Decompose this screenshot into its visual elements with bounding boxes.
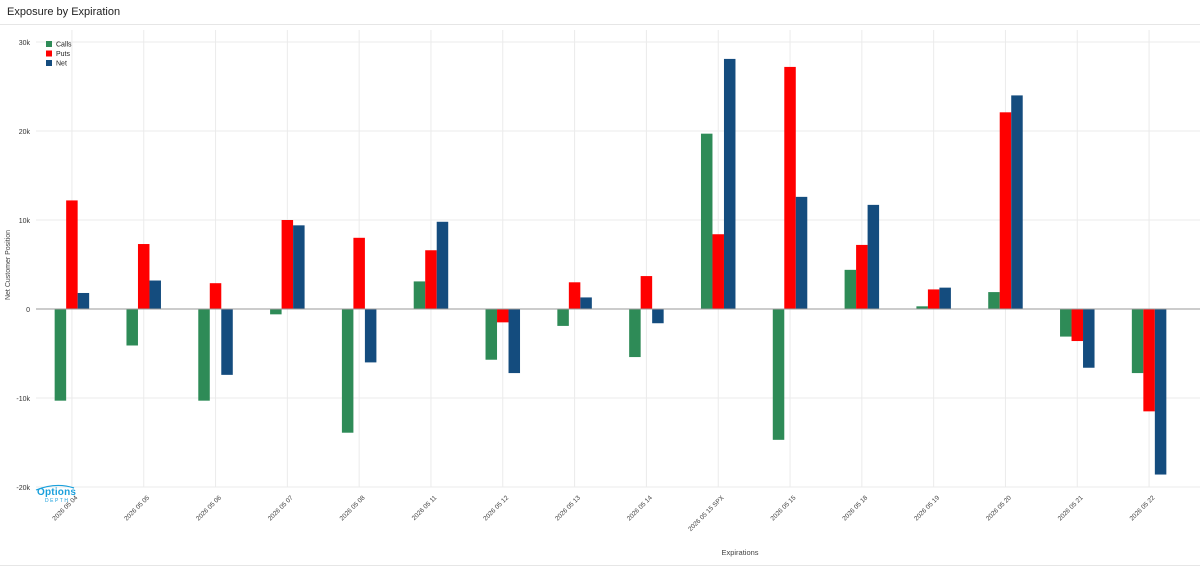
bar-calls	[557, 309, 569, 326]
bar-net	[1083, 309, 1095, 368]
legend-label: Puts	[56, 51, 71, 58]
bar-puts	[640, 276, 653, 309]
x-tick-label: 2026 05 12	[482, 494, 510, 522]
bottom-divider	[0, 565, 1200, 566]
bar-puts	[425, 250, 437, 309]
x-tick-label: 2026 05 20	[985, 494, 1013, 522]
bar-net	[795, 196, 808, 309]
legend-label: Calls	[56, 42, 72, 49]
x-tick-label: 2026 05 22	[1129, 494, 1157, 522]
bar-net	[364, 309, 377, 363]
x-tick-label: 2026 05 05	[123, 494, 151, 522]
logo-text: Options	[37, 487, 77, 498]
bar-calls	[1131, 309, 1144, 374]
bar-net	[652, 309, 664, 324]
bar-calls	[270, 309, 282, 315]
y-tick-label: 20k	[19, 129, 31, 136]
bar-puts	[856, 244, 868, 309]
y-axis-title: Net Customer Position	[5, 230, 12, 300]
legend-swatch	[46, 60, 52, 66]
logo-arc-icon	[35, 484, 75, 491]
chart-title: Exposure by Expiration	[7, 6, 121, 18]
bar-net	[508, 309, 521, 374]
y-tick-label: 10k	[19, 218, 31, 225]
x-tick-label: 2026 05 07	[267, 494, 295, 522]
bar-puts	[568, 282, 581, 309]
bar-calls	[629, 309, 641, 358]
bar-puts	[66, 200, 78, 309]
bar-puts	[1143, 309, 1155, 412]
bar-puts	[209, 283, 222, 309]
bar-calls	[54, 309, 67, 401]
x-tick-label: 2026 05 11	[411, 494, 439, 522]
bar-puts	[927, 289, 940, 309]
x-axis-title: Expirations	[721, 548, 758, 557]
bar-net	[77, 292, 90, 309]
x-tick-label: 2026 05 15	[769, 494, 797, 522]
bar-net	[580, 297, 592, 309]
legend-swatch	[46, 50, 52, 57]
bar-puts	[353, 237, 365, 309]
x-tick-label: 2026 05 13	[554, 494, 582, 522]
bar-net	[221, 309, 233, 375]
bar-puts	[784, 66, 796, 309]
bar-calls	[772, 309, 785, 440]
y-tick-label: -10k	[16, 396, 30, 403]
bar-calls	[198, 309, 210, 401]
x-tick-label: 2026 05 15 SPX	[687, 494, 726, 533]
bar-puts	[281, 220, 294, 309]
logo-subtext: DEPTH	[45, 498, 70, 504]
bar-calls	[844, 269, 857, 309]
legend-label: Net	[56, 61, 67, 68]
x-tick-label: 2026 05 14	[626, 494, 654, 522]
bar-net	[939, 287, 951, 309]
y-tick-label: 0	[26, 307, 30, 314]
bar-puts	[999, 112, 1012, 309]
bar-calls	[988, 292, 1000, 309]
bar-calls	[485, 309, 498, 360]
chart-header: Exposure by Expiration	[0, 0, 1200, 25]
x-tick-label: 2026 05 06	[195, 494, 223, 522]
bar-net	[1154, 309, 1167, 475]
bar-puts	[712, 234, 724, 309]
x-tick-label: 2026 05 08	[339, 494, 367, 522]
y-tick-label: 30k	[19, 40, 31, 47]
bar-calls	[126, 309, 138, 346]
x-tick-label: 2026 05 21	[1057, 494, 1085, 522]
bar-calls	[1060, 309, 1072, 337]
legend-swatch	[46, 41, 52, 47]
bar-calls	[700, 133, 713, 309]
bar-net	[723, 58, 736, 309]
bar-net	[867, 204, 880, 309]
options-depth-logo: Options DEPTH	[34, 484, 94, 506]
bar-net	[436, 221, 449, 309]
bar-puts	[137, 244, 150, 309]
bar-calls	[916, 306, 928, 309]
x-tick-label: 2026 05 18	[841, 494, 869, 522]
y-tick-label: -20k	[16, 485, 30, 492]
bar-net	[1011, 95, 1023, 310]
bar-calls	[341, 309, 354, 433]
bar-net	[149, 280, 161, 309]
bar-calls	[413, 281, 426, 309]
bar-net	[293, 225, 305, 309]
bar-puts	[1071, 309, 1084, 342]
bar-puts	[497, 309, 509, 323]
x-tick-label: 2026 05 19	[913, 494, 941, 522]
